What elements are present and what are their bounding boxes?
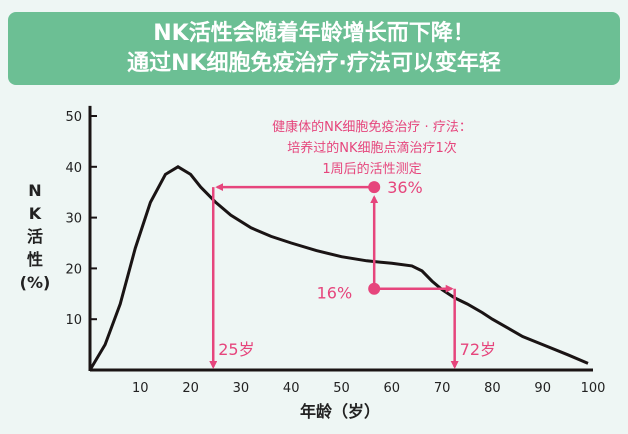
chart-title-banner: NK活性会随着年龄增长而下降！ 通过NK细胞免疫治疗·疗法可以变年轻	[8, 12, 620, 85]
y-tick-label: 10	[65, 313, 82, 328]
title-line-2: 通过NK细胞免疫治疗·疗法可以变年轻	[127, 51, 501, 76]
y-axis-label: NK活性 (%)	[20, 181, 51, 292]
after-point	[368, 181, 381, 194]
after-age-label: 25岁	[218, 340, 254, 359]
before-point	[368, 282, 381, 295]
x-tick-label: 80	[484, 381, 501, 396]
x-tick-label: 20	[182, 381, 199, 396]
note-line-2: 培养过的NK细胞点滴治疗1次	[287, 140, 457, 156]
nk-activity-curve	[88, 165, 589, 371]
title-line-1: NK活性会随着年龄增长而下降！	[153, 21, 475, 46]
x-tick-label: 50	[333, 381, 350, 396]
x-tick-label: 70	[434, 381, 451, 396]
y-axis-label-part: 活	[27, 227, 43, 246]
y-tick-label: 20	[65, 262, 82, 277]
x-tick-label: 90	[534, 381, 551, 396]
before-age-label: 72岁	[460, 340, 496, 359]
y-axis-label-part: (%)	[20, 273, 51, 292]
y-tick-label: 50	[65, 110, 82, 125]
note-line-1: 健康体的NK细胞免疫治疗 · 疗法：	[272, 119, 472, 135]
y-axis-label-part: 性	[27, 250, 43, 269]
y-axis-label-part: K	[29, 204, 42, 223]
y-axis-label-part: N	[28, 181, 41, 200]
x-tick-label: 60	[384, 381, 401, 396]
y-tick-label: 30	[65, 212, 82, 227]
x-tick-label: 30	[233, 381, 250, 396]
y-tick-label: 40	[65, 161, 82, 176]
before-value-label: 16%	[317, 284, 353, 303]
x-axis-label: 年龄（岁）	[300, 402, 380, 421]
after-value-label: 36%	[387, 178, 423, 197]
x-tick-label: 100	[581, 381, 606, 396]
note-line-3: 1周后的活性测定	[322, 161, 421, 177]
x-tick-label: 10	[132, 381, 149, 396]
x-tick-label: 40	[283, 381, 300, 396]
